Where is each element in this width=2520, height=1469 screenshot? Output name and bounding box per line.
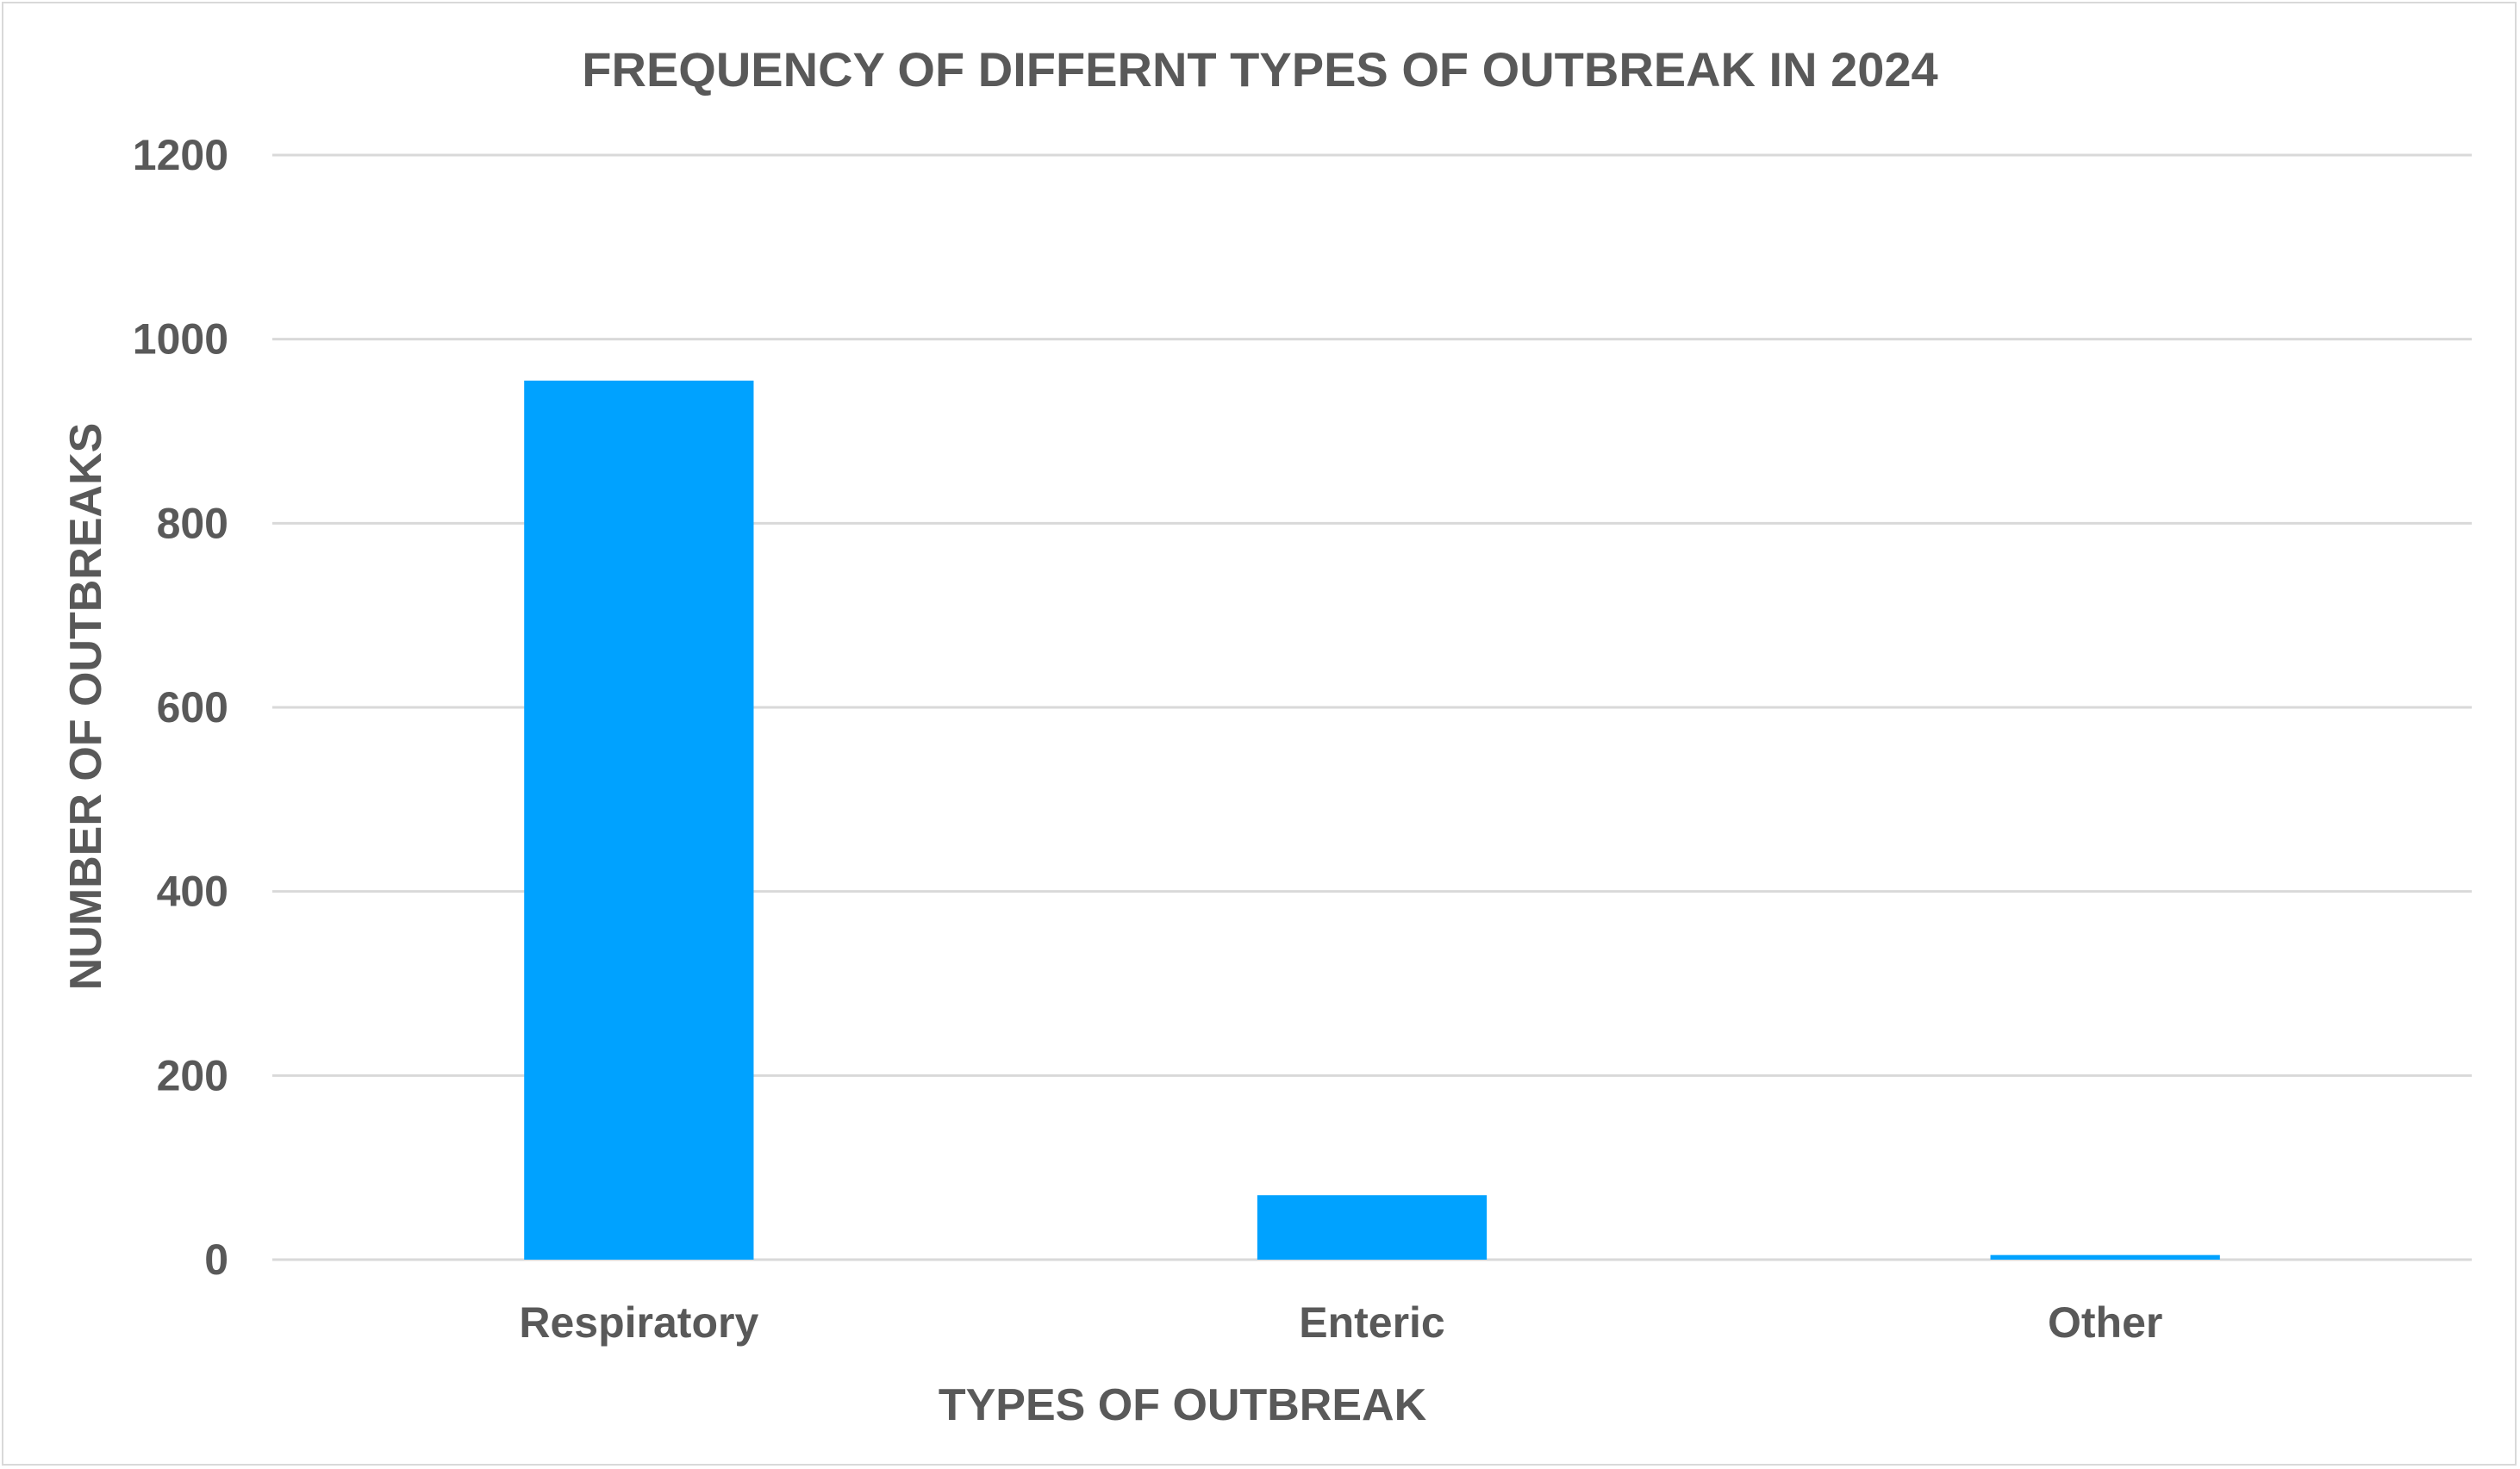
y-tick-label: 0 xyxy=(204,1236,228,1284)
x-category-label: Other xyxy=(2048,1298,2162,1347)
x-axis-categories: Respiratory Enteric Other xyxy=(519,1298,2162,1347)
y-tick-label: 200 xyxy=(157,1051,228,1099)
x-category-label: Enteric xyxy=(1299,1298,1445,1347)
y-tick-label: 1200 xyxy=(133,131,228,179)
chart-title: FREQUENCY OF DIFFERNT TYPES OF OUTBREAK … xyxy=(582,42,1937,96)
y-tick-label: 600 xyxy=(157,683,228,731)
bars xyxy=(524,380,2220,1260)
bar-other xyxy=(1990,1254,2220,1260)
bar-enteric xyxy=(1257,1195,1488,1260)
y-tick-label: 400 xyxy=(157,868,228,916)
y-axis-title: NUMBER OF OUTBREAKS xyxy=(61,423,111,991)
y-axis-ticks: 0 200 400 600 800 1000 1200 xyxy=(133,131,228,1284)
x-category-label: Respiratory xyxy=(519,1298,758,1347)
bar-respiratory xyxy=(524,380,754,1260)
y-tick-label: 1000 xyxy=(133,315,228,364)
x-axis-title: TYPES OF OUTBREAK xyxy=(939,1380,1427,1430)
y-tick-label: 800 xyxy=(157,499,228,547)
